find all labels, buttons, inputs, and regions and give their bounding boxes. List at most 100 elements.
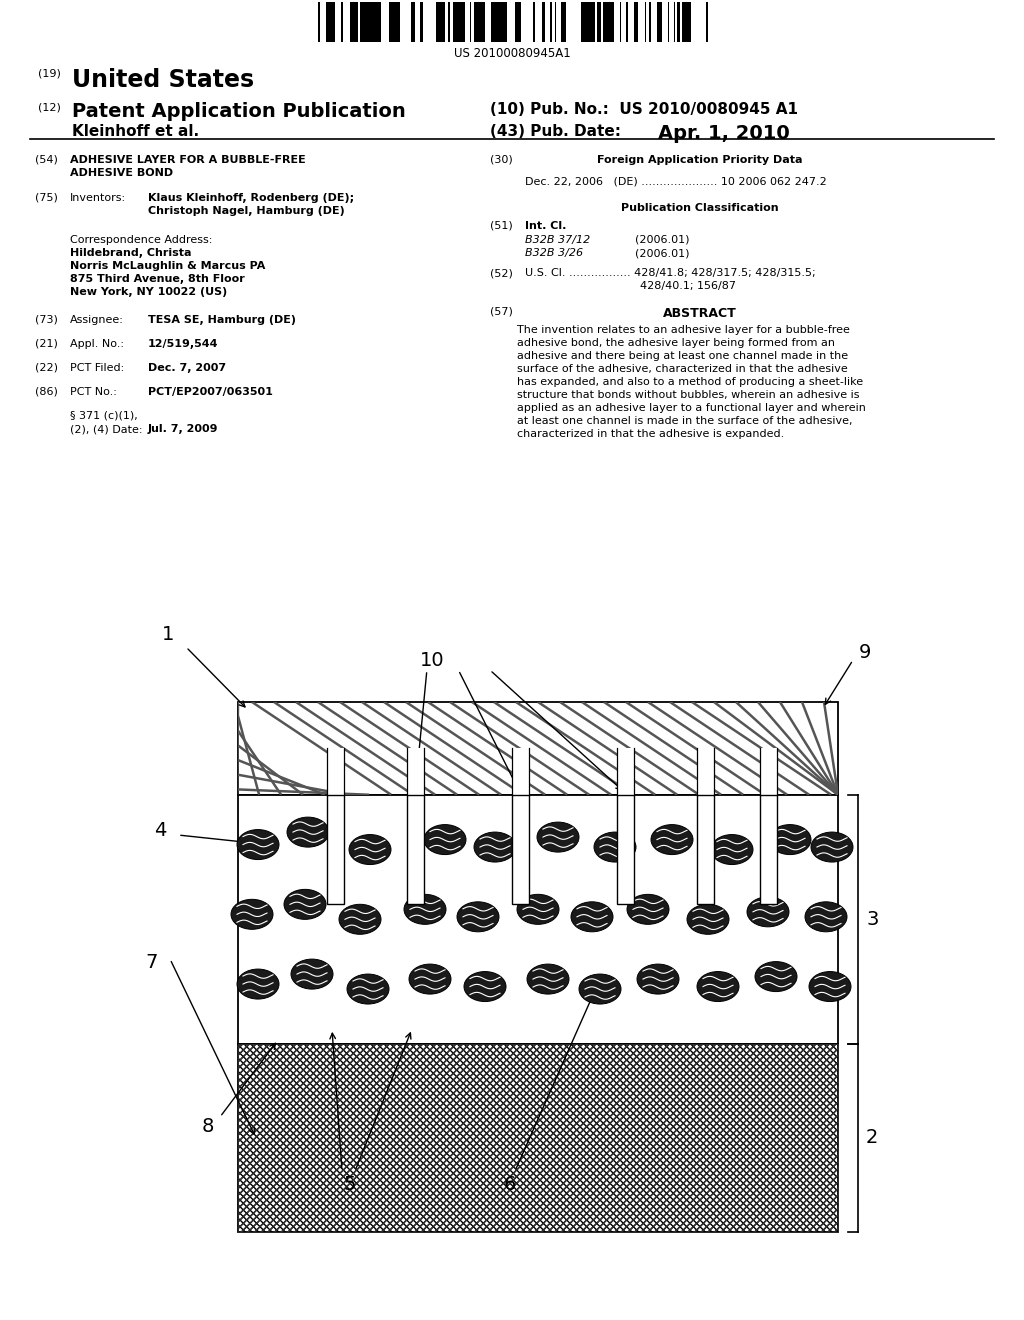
Ellipse shape: [687, 904, 729, 935]
Text: B32B 3/26: B32B 3/26: [525, 248, 583, 257]
Text: characterized in that the adhesive is expanded.: characterized in that the adhesive is ex…: [517, 429, 784, 440]
Bar: [707, 3, 708, 42]
Text: 1: 1: [162, 626, 174, 644]
Ellipse shape: [291, 960, 333, 989]
Bar: [543, 3, 546, 42]
Bar: [644, 3, 646, 42]
Bar: [760, 748, 776, 795]
Text: Klaus Kleinhoff, Rodenberg (DE);: Klaus Kleinhoff, Rodenberg (DE);: [148, 193, 354, 203]
Text: (10) Pub. No.:  US 2010/0080945 A1: (10) Pub. No.: US 2010/0080945 A1: [490, 102, 798, 117]
Text: (22): (22): [35, 363, 58, 374]
Text: Christoph Nagel, Hamburg (DE): Christoph Nagel, Hamburg (DE): [148, 206, 345, 216]
Bar: [610, 3, 613, 42]
Text: ADHESIVE BOND: ADHESIVE BOND: [70, 168, 173, 178]
Bar: [411, 3, 414, 42]
Bar: [686, 3, 691, 42]
Bar: [677, 3, 680, 42]
Text: 5: 5: [344, 1176, 356, 1195]
Text: surface of the adhesive, characterized in that the adhesive: surface of the adhesive, characterized i…: [517, 364, 848, 374]
Bar: [474, 3, 477, 42]
Bar: [597, 3, 601, 42]
Text: 10: 10: [420, 651, 444, 669]
Text: ADHESIVE LAYER FOR A BUBBLE-FREE: ADHESIVE LAYER FOR A BUBBLE-FREE: [70, 154, 306, 165]
Ellipse shape: [746, 896, 790, 927]
Bar: [456, 3, 458, 42]
Text: 6: 6: [504, 1176, 516, 1195]
Text: (2), (4) Date:: (2), (4) Date:: [70, 424, 142, 434]
Bar: [502, 3, 504, 42]
Ellipse shape: [571, 902, 613, 932]
Bar: [329, 3, 335, 42]
Text: 8: 8: [202, 1118, 214, 1137]
Text: Dec. 22, 2006   (DE) ..................... 10 2006 062 247.2: Dec. 22, 2006 (DE) .....................…: [525, 177, 826, 187]
Bar: [398, 3, 400, 42]
Text: (86): (86): [35, 387, 58, 397]
Ellipse shape: [711, 834, 753, 865]
Text: Inventors:: Inventors:: [70, 193, 126, 203]
Bar: [512, 748, 528, 795]
Bar: [616, 795, 634, 904]
Text: (57): (57): [490, 308, 513, 317]
Bar: [440, 3, 443, 42]
Bar: [626, 3, 628, 42]
Bar: [668, 3, 670, 42]
Text: (54): (54): [35, 154, 58, 165]
Ellipse shape: [627, 895, 669, 924]
Ellipse shape: [537, 822, 579, 853]
Text: United States: United States: [72, 69, 254, 92]
Bar: [438, 3, 440, 42]
Bar: [606, 3, 610, 42]
Ellipse shape: [284, 890, 326, 919]
Bar: [435, 3, 438, 42]
Bar: [341, 3, 343, 42]
Text: 2: 2: [866, 1129, 879, 1147]
Bar: [514, 3, 521, 42]
Text: (51): (51): [490, 220, 513, 231]
Text: 875 Third Avenue, 8th Floor: 875 Third Avenue, 8th Floor: [70, 275, 245, 284]
Text: PCT/EP2007/063501: PCT/EP2007/063501: [148, 387, 272, 397]
Bar: [581, 3, 584, 42]
Bar: [561, 3, 565, 42]
Bar: [359, 3, 366, 42]
Text: PCT Filed:: PCT Filed:: [70, 363, 124, 374]
Bar: [498, 3, 501, 42]
Ellipse shape: [579, 974, 621, 1005]
Ellipse shape: [517, 895, 559, 924]
Bar: [407, 748, 424, 795]
Bar: [453, 3, 456, 42]
Text: (75): (75): [35, 193, 58, 203]
Text: 428/40.1; 156/87: 428/40.1; 156/87: [640, 281, 736, 290]
Text: US 20100080945A1: US 20100080945A1: [454, 48, 570, 59]
Bar: [479, 3, 480, 42]
Ellipse shape: [637, 964, 679, 994]
Bar: [616, 748, 634, 795]
Bar: [464, 3, 465, 42]
Bar: [550, 3, 552, 42]
Bar: [443, 3, 444, 42]
Ellipse shape: [457, 902, 499, 932]
Text: Apr. 1, 2010: Apr. 1, 2010: [658, 124, 790, 143]
Text: Patent Application Publication: Patent Application Publication: [72, 102, 406, 121]
Text: (52): (52): [490, 268, 513, 279]
Text: has expanded, and also to a method of producing a sheet-like: has expanded, and also to a method of pr…: [517, 378, 863, 387]
Ellipse shape: [287, 817, 329, 847]
Text: at least one channel is made in the surface of the adhesive,: at least one channel is made in the surf…: [517, 416, 853, 426]
Ellipse shape: [409, 964, 451, 994]
Text: Assignee:: Assignee:: [70, 315, 124, 325]
Text: 4: 4: [154, 821, 166, 840]
Text: U.S. Cl. ................. 428/41.8; 428/317.5; 428/315.5;: U.S. Cl. ................. 428/41.8; 428…: [525, 268, 816, 279]
Text: adhesive bond, the adhesive layer being formed from an: adhesive bond, the adhesive layer being …: [517, 338, 835, 348]
Bar: [477, 3, 479, 42]
Bar: [371, 3, 377, 42]
Bar: [350, 3, 355, 42]
Ellipse shape: [527, 964, 569, 994]
Ellipse shape: [237, 969, 279, 999]
Bar: [327, 795, 343, 904]
Text: Dec. 7, 2007: Dec. 7, 2007: [148, 363, 226, 374]
Ellipse shape: [464, 972, 506, 1002]
Text: Foreign Application Priority Data: Foreign Application Priority Data: [597, 154, 803, 165]
Ellipse shape: [424, 825, 466, 854]
Text: New York, NY 10022 (US): New York, NY 10022 (US): [70, 286, 227, 297]
Text: Appl. No.:: Appl. No.:: [70, 339, 124, 348]
Ellipse shape: [811, 832, 853, 862]
